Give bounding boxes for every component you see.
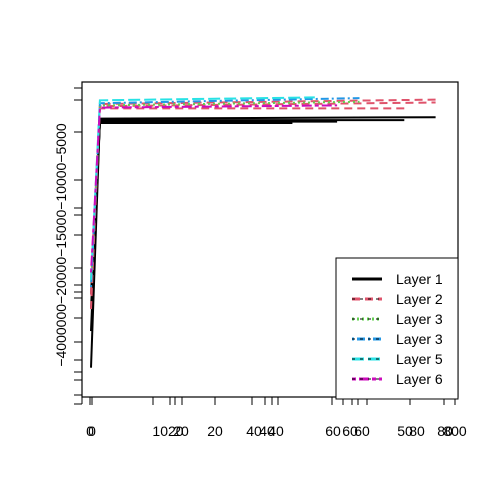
legend: Layer 1 Layer 2 Layer 3 Layer 3 Layer 5 Layer…: [335, 257, 459, 400]
x-tick-label-11: 60: [354, 423, 370, 439]
legend-label-2: Layer 2: [396, 291, 443, 307]
y-axis: −4000000−20000−15000−10000−5000: [53, 87, 83, 405]
series-line-11: [90, 104, 338, 273]
x-tick-label-15: 800: [443, 423, 467, 439]
y-tick-labels: −4000000−20000−15000−10000−5000: [53, 123, 69, 367]
legend-label-1: Layer 1: [396, 271, 443, 287]
legend-label-3: Layer 3: [396, 311, 443, 327]
legend-label-6: Layer 6: [396, 371, 443, 387]
x-tick-label-14: 80: [437, 423, 453, 439]
x-tick-label-5: 20: [207, 423, 223, 439]
x-tick-label-13: 80: [409, 423, 425, 439]
x-tick-label-12: 50: [397, 423, 413, 439]
legend-box: [335, 257, 459, 400]
series-layer: [90, 96, 436, 368]
x-tick-label-9: 60: [325, 423, 341, 439]
x-tick-label-7: 40: [259, 423, 275, 439]
legend-label-5: Layer 5: [396, 351, 443, 367]
x-tick-label-6: 40: [246, 423, 262, 439]
x-tick-label-8: 40: [268, 423, 284, 439]
x-tick-label-1: 0: [86, 423, 94, 439]
x-tick-label-4: 20: [173, 423, 189, 439]
x-tick-label-3: 1020: [152, 423, 183, 439]
x-tick-label-2: 0: [88, 423, 96, 439]
legend-label-4: Layer 3: [396, 331, 443, 347]
x-tick-label-10: 60: [342, 423, 358, 439]
